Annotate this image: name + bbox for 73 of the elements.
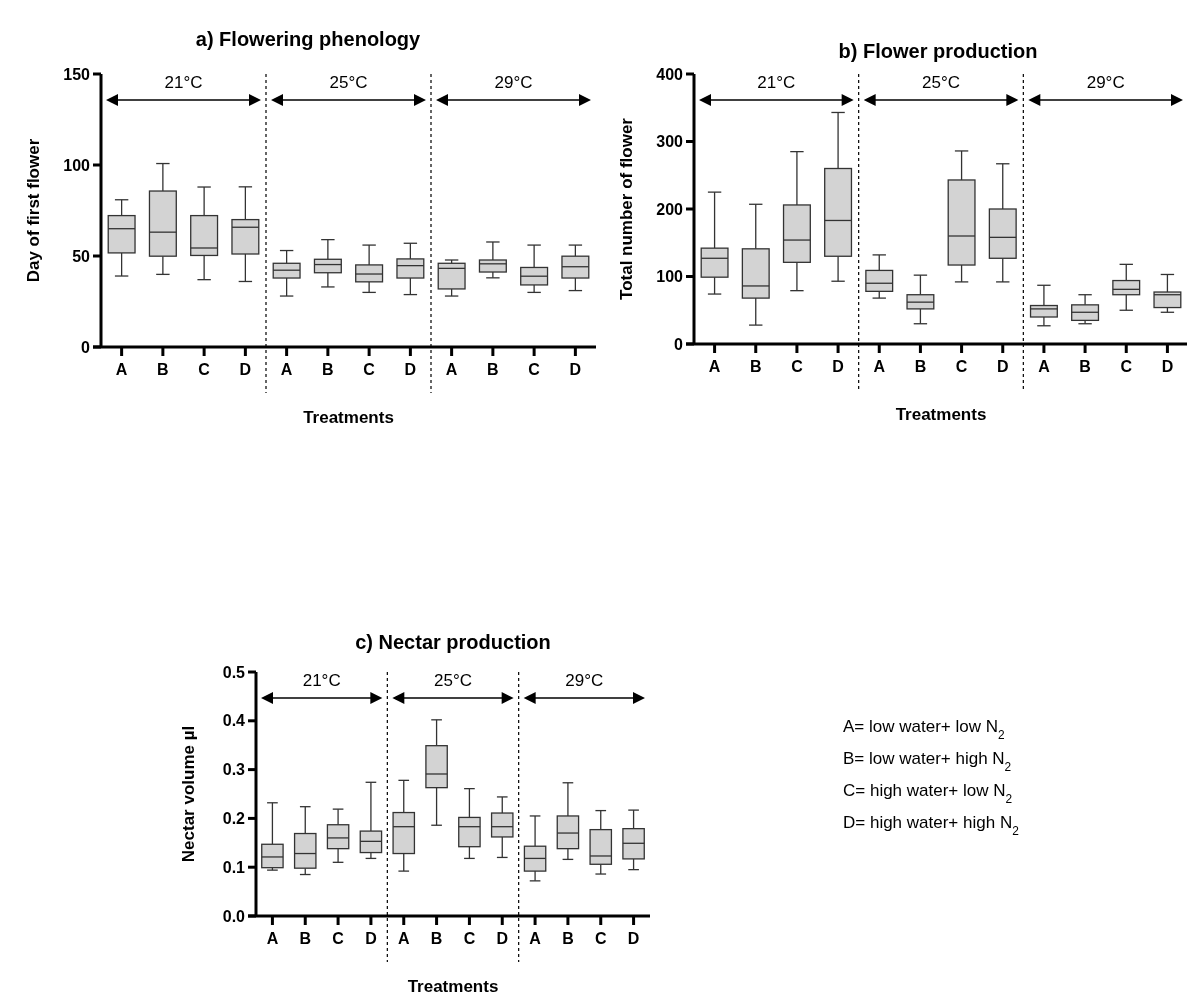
y-axis-title: Total number of flower bbox=[617, 117, 636, 300]
annotation: 21°C bbox=[302, 671, 341, 690]
x-tick-label: C bbox=[463, 930, 476, 947]
x-tick-label: A bbox=[397, 930, 410, 947]
x-tick-label: D bbox=[496, 930, 509, 947]
x-tick-label: B bbox=[749, 358, 762, 375]
x-tick-label: A bbox=[873, 358, 886, 375]
annotation: 21°C bbox=[164, 73, 203, 92]
annotation: 25°C bbox=[434, 671, 472, 690]
y-tick-label: 0.2 bbox=[222, 810, 246, 827]
x-tick-label: B bbox=[487, 361, 499, 378]
y-tick-label: 300 bbox=[656, 133, 684, 151]
text: A= low water+ low N$_{2}$ bbox=[843, 717, 1005, 742]
x-tick-label: C bbox=[528, 361, 541, 378]
x-tick-label: C bbox=[363, 361, 376, 378]
y-axis-title: Nectar volume µl bbox=[179, 725, 198, 863]
y-tick-label: 100 bbox=[656, 268, 684, 286]
y-tick-label: 0.1 bbox=[222, 858, 246, 876]
x-axis-title: Treatments bbox=[407, 977, 499, 996]
x-tick-label: B bbox=[1079, 358, 1091, 375]
x-tick-label: A bbox=[1038, 358, 1051, 375]
annotation: 21°C bbox=[757, 73, 796, 92]
text: D= high water+ high N$_{2}$ bbox=[843, 813, 1020, 838]
x-tick-label: B bbox=[322, 361, 334, 378]
y-tick-label: 100 bbox=[63, 156, 91, 174]
x-tick-label: D bbox=[239, 361, 252, 378]
annotation: 25°C bbox=[922, 73, 960, 92]
x-tick-label: B bbox=[157, 361, 169, 378]
x-tick-label: D bbox=[996, 358, 1009, 375]
x-tick-label: C bbox=[1120, 358, 1133, 375]
x-tick-label: A bbox=[266, 930, 279, 947]
x-tick-label: D bbox=[832, 358, 844, 375]
x-tick-label: A bbox=[529, 930, 542, 947]
y-tick-label: 0 bbox=[81, 338, 91, 356]
chart-title: c) Nectar production bbox=[355, 631, 551, 653]
x-tick-label: D bbox=[365, 930, 377, 947]
x-tick-label: C bbox=[955, 358, 968, 375]
x-tick-label: A bbox=[708, 358, 721, 375]
y-tick-label: 50 bbox=[72, 247, 91, 265]
x-tick-label: D bbox=[627, 930, 640, 947]
x-tick-label: C bbox=[198, 361, 211, 378]
x-tick-label: B bbox=[299, 930, 312, 947]
x-tick-label: D bbox=[569, 361, 582, 378]
y-tick-label: 0.0 bbox=[222, 907, 246, 925]
y-tick-label: 0.4 bbox=[222, 712, 246, 730]
x-tick-label: B bbox=[562, 930, 574, 947]
x-tick-label: C bbox=[791, 358, 804, 375]
x-tick-label: A bbox=[280, 361, 293, 378]
x-tick-label: B bbox=[430, 930, 443, 947]
annotation: 29°C bbox=[494, 73, 533, 92]
x-tick-label: C bbox=[594, 930, 607, 947]
x-tick-label: A bbox=[445, 361, 458, 378]
y-tick-label: 0.3 bbox=[222, 761, 246, 779]
y-tick-label: 0.5 bbox=[222, 663, 246, 681]
y-tick-label: 0 bbox=[674, 335, 684, 353]
x-axis-title: Treatments bbox=[303, 408, 394, 427]
x-tick-label: C bbox=[332, 930, 345, 947]
chart-title: b) Flower production bbox=[838, 40, 1038, 62]
chart-title: a) Flowering phenology bbox=[195, 28, 422, 50]
text: C= high water+ low N$_{2}$ bbox=[843, 781, 1013, 806]
x-tick-label: D bbox=[1161, 358, 1174, 375]
x-axis-title: Treatments bbox=[895, 405, 987, 424]
x-tick-label: D bbox=[404, 361, 417, 378]
x-tick-label: B bbox=[914, 358, 927, 375]
x-tick-label: A bbox=[115, 361, 128, 378]
annotation: 29°C bbox=[1086, 73, 1125, 92]
y-tick-label: 400 bbox=[656, 65, 684, 83]
text: B= low water+ high N$_{2}$ bbox=[843, 749, 1012, 774]
y-tick-label: 200 bbox=[656, 200, 684, 218]
y-axis-title: Day of first flower bbox=[24, 138, 43, 283]
y-tick-label: 150 bbox=[63, 65, 91, 83]
annotation: 29°C bbox=[565, 671, 604, 690]
annotation: 25°C bbox=[329, 73, 368, 92]
